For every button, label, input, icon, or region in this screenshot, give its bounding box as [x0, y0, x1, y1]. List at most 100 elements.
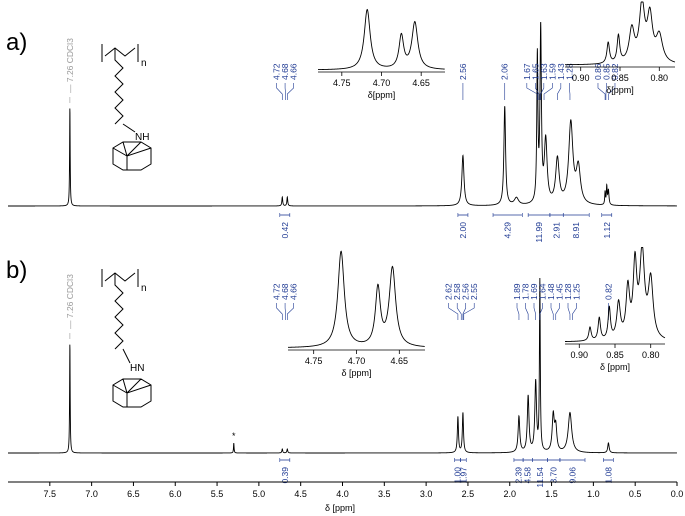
peak-label: 1.43 [556, 63, 566, 80]
integral-value: 1.00 [452, 467, 462, 484]
peak-connector [525, 303, 529, 320]
inset-tick-label: 4.65 [412, 78, 430, 88]
peak-label: 1.65 [530, 63, 540, 80]
integral-value: 3.70 [549, 467, 559, 484]
integral-value: 1.97 [458, 467, 468, 484]
peak-connector [287, 303, 294, 320]
peak-label: 4.72 [272, 63, 282, 80]
peak-label: 0.86 [593, 63, 603, 80]
x-tick-label: 4.0 [336, 489, 349, 499]
inset-trace [565, 247, 666, 342]
polymer-backbone [104, 47, 136, 57]
integral-value: 2.91 [552, 222, 562, 239]
repeat-n: n [141, 283, 147, 294]
x-tick-label: 7.5 [44, 489, 57, 499]
integral-value: 1.12 [602, 222, 612, 239]
x-tick-label: 1.0 [587, 489, 600, 499]
inset-tick-label: 0.80 [651, 73, 669, 83]
peak-label: 1.64 [538, 283, 548, 300]
panel-a-label: a) [6, 29, 27, 56]
inset-tick-label: 0.90 [571, 350, 589, 360]
peak-label: 2.58 [452, 283, 462, 300]
peak-connector [567, 303, 571, 320]
peak-label: 1.48 [546, 283, 556, 300]
inset-x-label: δ[ppm] [368, 90, 396, 100]
peak-connector [572, 303, 577, 320]
peak-label: 4.68 [280, 63, 290, 80]
peak-connector [284, 303, 286, 320]
peak-connector [557, 83, 562, 100]
amine-label: NH [135, 132, 149, 143]
inset-trace [565, 1, 676, 66]
x-tick-label: 6.0 [169, 489, 182, 499]
solvent-label: — 7.26 CDCl3 [65, 274, 75, 329]
solvent-label: — 7.26 CDCl3 [65, 38, 75, 93]
peak-connector [597, 83, 606, 100]
integral-value: 11.99 [534, 222, 544, 243]
molecule-structure: n NH [101, 44, 152, 171]
inset-tick-label: 4.70 [348, 356, 366, 366]
peak-label: 1.59 [547, 63, 557, 80]
x-tick-label: 3.0 [420, 489, 433, 499]
peak-label: 4.72 [272, 283, 282, 300]
peak-label: 2.06 [500, 63, 510, 80]
peak-connector [284, 83, 286, 100]
peak-label: 1.45 [555, 283, 565, 300]
inset-tick-label: 0.85 [606, 350, 624, 360]
peak-connector [605, 83, 607, 100]
peak-connector [276, 83, 283, 100]
spectrum-trace [8, 278, 677, 454]
alkyl-chain [114, 48, 124, 125]
integral-value: 4.29 [503, 222, 513, 239]
inset-tick-label: 4.70 [373, 78, 391, 88]
panel-b: b) — 7.26 CDCl3 * 4.724.684.66 2.622.582.56… [6, 247, 677, 488]
peak-label: 0.85 [601, 63, 611, 80]
x-tick-label: 2.5 [462, 489, 475, 499]
x-axis: δ [ppm] 7.5 7.0 6.5 6.0 5.5 5.0 4.5 4.0 3.5 3.0 2.… [8, 481, 683, 513]
impurity-marker: * [232, 431, 236, 441]
x-tick-label: 5.0 [253, 489, 266, 499]
peak-label: 1.28 [564, 63, 574, 80]
integral-value: 9.06 [567, 467, 577, 484]
repeat-n: n [141, 58, 147, 69]
x-tick-label: 0.5 [629, 489, 642, 499]
inset-tick-label: 4.65 [391, 356, 409, 366]
integral-value: 0.39 [280, 467, 290, 484]
integral-value: 8.91 [571, 222, 581, 239]
peak-connector [543, 83, 553, 100]
inset-tick-label: 4.75 [305, 356, 323, 366]
integral-value: 4.58 [523, 467, 533, 484]
peak-connector [526, 83, 538, 100]
peak-connector [569, 83, 571, 100]
peak-label: 1.25 [572, 283, 582, 300]
x-tick-label: 6.5 [127, 489, 140, 499]
inset-tick-label: 0.85 [611, 73, 629, 83]
integral-value: 2.00 [458, 222, 468, 239]
amine-bond [122, 123, 136, 133]
peak-connector [287, 83, 294, 100]
amine-bond [122, 348, 131, 364]
peak-connector [535, 83, 540, 100]
peak-connector [463, 303, 475, 320]
inset-tick-label: 0.90 [572, 73, 590, 83]
peak-label: 2.56 [458, 63, 468, 80]
inset-trace [287, 250, 425, 348]
inset-tick-label: 4.75 [333, 78, 351, 88]
peak-label: 1.67 [522, 63, 532, 80]
peak-label: 0.82 [610, 63, 620, 80]
integral-value: 0.42 [280, 222, 290, 239]
x-axis-label: δ [ppm] [325, 503, 355, 513]
repeat-bracket [101, 44, 139, 62]
peak-connector [448, 303, 459, 320]
inset-x-label: δ [ppm] [600, 362, 630, 372]
inset-tick-label: 0.80 [642, 350, 660, 360]
amine-label: HN [130, 363, 144, 374]
peak-label: 1.28 [563, 283, 573, 300]
integral-value: 2.39 [514, 467, 524, 484]
peak-connector [516, 303, 520, 320]
peak-connector [539, 303, 543, 320]
peak-label: 4.66 [289, 283, 299, 300]
peak-connector [533, 303, 536, 320]
peak-label: 4.66 [289, 63, 299, 80]
peak-label: 1.63 [539, 63, 549, 80]
